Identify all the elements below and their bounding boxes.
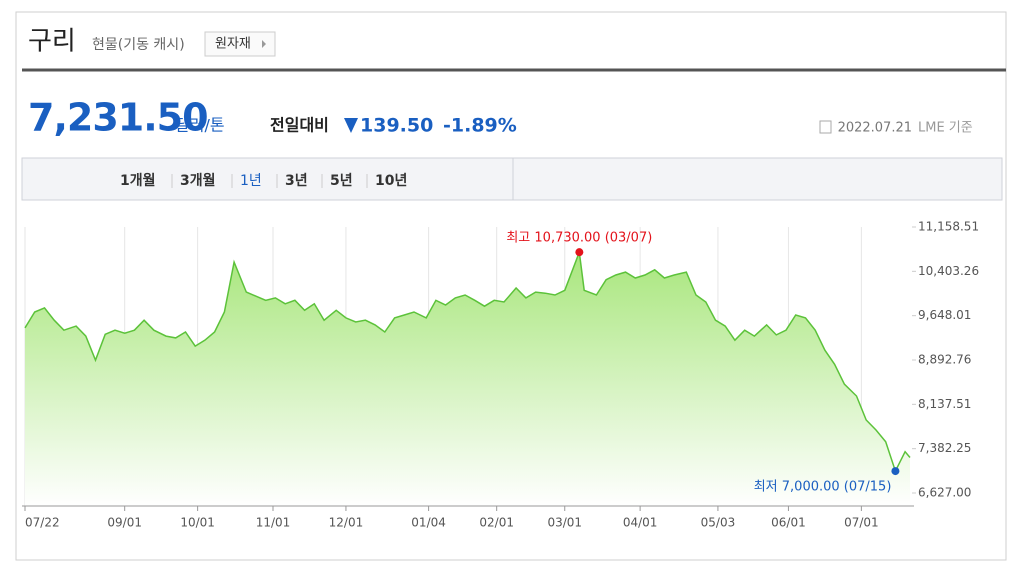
- x-tick-label: 03/01: [547, 516, 582, 530]
- extreme-point: [575, 248, 584, 257]
- x-tick-label: 12/01: [329, 516, 364, 530]
- y-tick-label: 11,158.51: [918, 220, 979, 234]
- doc-icon: [819, 120, 832, 134]
- y-tick-label: 9,648.01: [918, 308, 971, 322]
- tab[interactable]: 10년: [375, 173, 407, 189]
- tab[interactable]: 3개월: [180, 172, 216, 189]
- x-tick-label: 09/01: [107, 516, 142, 530]
- y-tick-label: 10,403.26: [918, 264, 979, 278]
- tab[interactable]: 1개월: [120, 172, 156, 189]
- change-pct: -1.89%: [443, 115, 517, 137]
- extreme-label: 최고 10,730.00 (03/07): [506, 231, 652, 246]
- quote-date: 2022.07.21: [838, 121, 912, 136]
- x-tick-label: 02/01: [479, 516, 514, 530]
- y-tick-label: 6,627.00: [918, 486, 971, 500]
- y-tick-label: 8,892.76: [918, 352, 971, 366]
- subtitle: 현물(기동 캐시): [92, 37, 185, 53]
- x-tick-label: 11/01: [256, 516, 291, 530]
- down-arrow: [344, 118, 358, 133]
- x-tick-label: 05/03: [701, 516, 736, 530]
- x-tick-label: 10/01: [180, 516, 215, 530]
- y-tick-label: 8,137.51: [918, 397, 971, 411]
- price-unit: 달러/톤: [175, 116, 225, 135]
- change: 139.50: [360, 115, 433, 137]
- button-arrow: [262, 40, 266, 48]
- area-fill: [25, 252, 910, 506]
- price-line: [24, 251, 911, 474]
- change-label: 전일대비: [270, 116, 329, 135]
- price: 7,231.50: [28, 96, 208, 140]
- extreme-label: 최저 7,000.00 (07/15): [754, 480, 892, 495]
- tab[interactable]: 1년: [240, 173, 262, 189]
- x-tick-label: 07/22: [25, 516, 60, 530]
- x-tick-label: 06/01: [771, 516, 806, 530]
- tab[interactable]: 3년: [285, 173, 308, 189]
- button-label[interactable]: 원자재: [215, 37, 251, 52]
- tab-bar: [21, 157, 1003, 201]
- y-tick-label: 7,382.25: [918, 441, 971, 455]
- x-tick-label: 01/04: [411, 516, 446, 530]
- x-tick-label: 07/01: [844, 516, 879, 530]
- extreme-point: [891, 467, 900, 476]
- quote-source: LME 기준: [918, 121, 973, 136]
- x-tick-label: 04/01: [623, 516, 658, 530]
- title: 구리: [28, 27, 76, 57]
- tab[interactable]: 5년: [330, 173, 353, 189]
